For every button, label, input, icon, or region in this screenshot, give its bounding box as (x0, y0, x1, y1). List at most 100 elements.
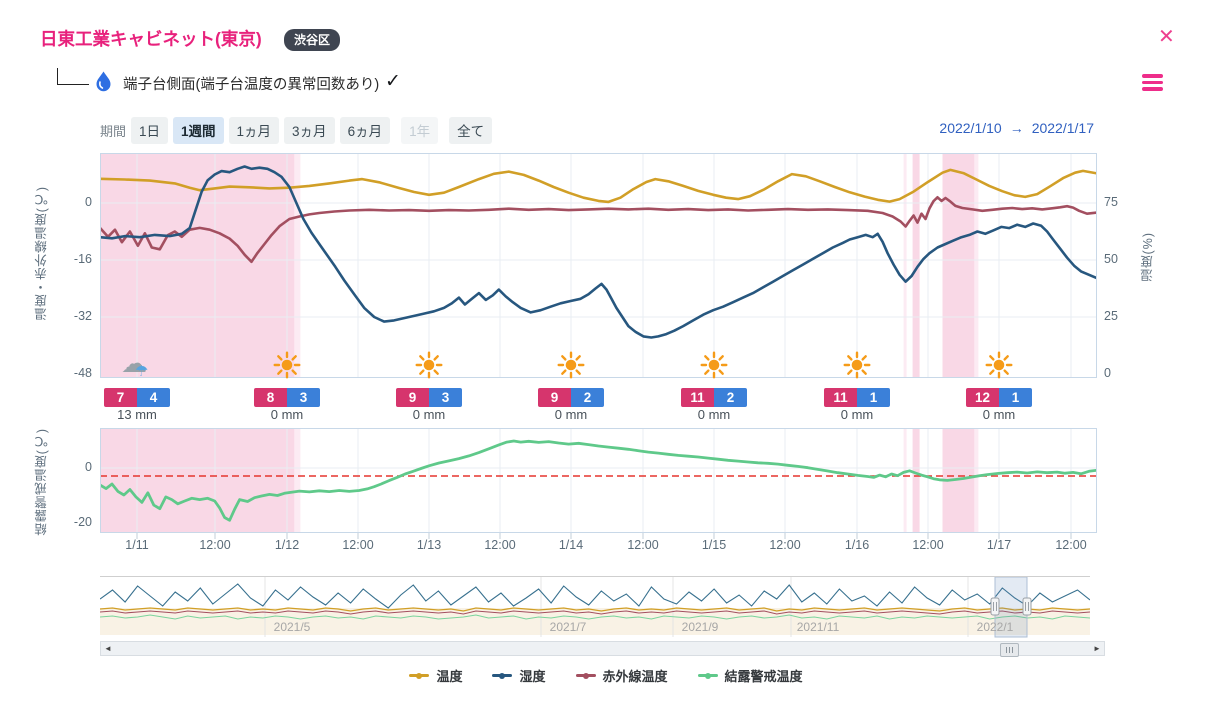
main-ytick-label: -32 (73, 309, 92, 323)
legend-label: 結露警戒温度 (724, 669, 803, 684)
date-end[interactable]: 2022/1/17 (1031, 120, 1094, 136)
navigator-handle[interactable] (1022, 597, 1032, 616)
date-range[interactable]: 2022/1/10 → 2022/1/17 (918, 120, 1098, 136)
time-scrollbar[interactable]: ◄ ► (100, 641, 1105, 657)
legend-label: 赤外線温度 (602, 669, 668, 684)
legend-marker-icon (697, 672, 718, 679)
close-icon[interactable]: ✕ (1158, 26, 1175, 48)
menu-icon[interactable] (1142, 74, 1163, 94)
series-湿度 (100, 165, 1097, 339)
sun-icon (270, 350, 304, 380)
navigator-chart[interactable] (100, 577, 1090, 639)
high-temp: 9 (396, 388, 429, 407)
rain-cloud-icon: ☁ ☂ (121, 348, 149, 380)
legend-item-湿度[interactable]: 湿度 (492, 666, 546, 685)
page-title: 日東工業キャビネット(東京) (40, 29, 262, 49)
humidity-yaxis-title: 湿度(%) (1141, 232, 1155, 282)
navigator-date-label: 2022/1 (976, 620, 1014, 634)
high-temp: 9 (538, 388, 571, 407)
low-temp: 1 (857, 388, 890, 407)
scroll-right-icon[interactable]: ► (1093, 644, 1101, 653)
xaxis-label: 1/11 (125, 538, 149, 552)
water-drop-icon (93, 70, 114, 98)
high-temp: 7 (104, 388, 137, 407)
precipitation-label: 0 mm (982, 407, 1016, 422)
xaxis-label: 1/12 (274, 538, 300, 552)
sun-icon (982, 350, 1016, 380)
navigator-divider (100, 576, 1090, 577)
main-chart[interactable] (100, 153, 1097, 378)
humidity-ytick-label: 75 (1104, 195, 1118, 209)
daily-temp-badge: 11 1 (824, 388, 890, 407)
precipitation-label: 13 mm (117, 407, 157, 422)
legend-label: 湿度 (519, 669, 546, 684)
period-button-1週間[interactable]: 1週間 (173, 117, 224, 144)
high-temp: 11 (824, 388, 857, 407)
navigator-date-label: 2021/9 (681, 620, 719, 634)
precipitation-label: 0 mm (270, 407, 304, 422)
humidity-ytick-label: 25 (1104, 309, 1118, 323)
nav-series-結露警戒温度 (100, 614, 1090, 620)
period-button-6ヵ月[interactable]: 6ヵ月 (339, 117, 391, 144)
low-temp: 2 (571, 388, 604, 407)
low-temp: 4 (137, 388, 170, 407)
dew-chart[interactable] (100, 428, 1097, 540)
navigator-date-label: 2021/11 (796, 620, 840, 634)
sun-icon (840, 350, 874, 380)
xaxis-label: 1/13 (416, 538, 442, 552)
low-temp: 3 (287, 388, 320, 407)
period-button-3ヵ月[interactable]: 3ヵ月 (284, 117, 335, 144)
precipitation-label: 0 mm (412, 407, 446, 422)
legend-marker-icon (409, 672, 430, 679)
sun-icon (554, 350, 588, 380)
period-buttons: 1日 1週間 1ヵ月 3ヵ月 6ヵ月 1年 全て (131, 117, 493, 144)
legend-item-結露警戒温度[interactable]: 結露警戒温度 (697, 666, 803, 685)
legend-label: 温度 (436, 669, 463, 684)
period-button-1日[interactable]: 1日 (131, 117, 169, 144)
main-ytick-label: 0 (85, 195, 92, 209)
sun-icon (697, 350, 731, 380)
period-button-全て[interactable]: 全て (449, 117, 493, 144)
main-ytick-label: -48 (73, 366, 92, 380)
legend-item-温度[interactable]: 温度 (409, 666, 462, 685)
dew-ytick-label: -20 (73, 515, 92, 529)
navigator-date-label: 2021/7 (549, 620, 587, 634)
high-temp: 12 (966, 388, 999, 407)
scrollbar-thumb[interactable] (1000, 642, 1019, 657)
series-温度 (100, 168, 1097, 204)
xaxis-label: 12:00 (1055, 538, 1087, 552)
xaxis-label: 12:00 (769, 538, 801, 552)
sensor-name: 端子台側面(端子台温度の異常回数あり) (123, 77, 380, 93)
low-temp: 2 (714, 388, 747, 407)
legend-marker-icon (492, 672, 513, 679)
xaxis-label: 1/14 (558, 538, 584, 552)
humidity-ytick-label: 0 (1104, 366, 1111, 380)
low-temp: 3 (429, 388, 462, 407)
navigator-selection[interactable] (994, 577, 1028, 638)
legend-marker-icon (575, 672, 596, 679)
scroll-left-icon[interactable]: ◄ (104, 644, 112, 653)
navigator-date-label: 2021/5 (273, 620, 311, 634)
date-start[interactable]: 2022/1/10 (939, 120, 1002, 136)
daily-temp-badge: 12 1 (966, 388, 1032, 407)
nav-series-湿度 (100, 583, 1090, 609)
location-badge: 渋谷区 (284, 29, 341, 51)
low-temp: 1 (999, 388, 1032, 407)
period-button-1ヵ月[interactable]: 1ヵ月 (228, 117, 280, 144)
series-赤外線温度 (100, 195, 1097, 264)
period-button-1年: 1年 (401, 117, 439, 144)
high-temp: 8 (254, 388, 287, 407)
xaxis-label: 12:00 (912, 538, 944, 552)
legend-item-赤外線温度[interactable]: 赤外線温度 (575, 666, 668, 685)
navigator-handle[interactable] (990, 597, 1000, 616)
xaxis-label: 1/15 (701, 538, 727, 552)
legend: 温度 湿度 赤外線温度 結露警戒温度 (0, 666, 1212, 685)
xaxis-label: 1/17 (986, 538, 1012, 552)
dew-ytick-label: 0 (85, 460, 92, 474)
precipitation-label: 0 mm (840, 407, 874, 422)
xaxis-label: 12:00 (484, 538, 516, 552)
